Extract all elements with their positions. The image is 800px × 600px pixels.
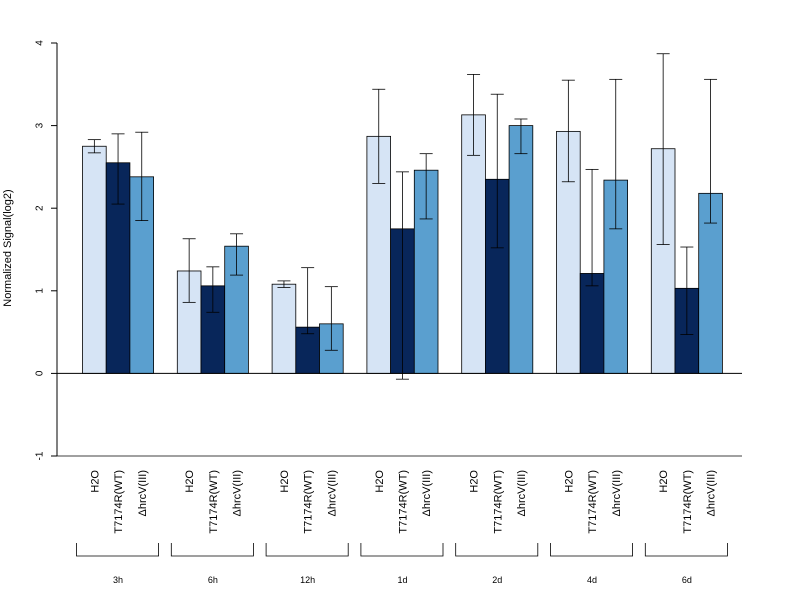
category-label: ΔhrcV(III) (326, 470, 338, 516)
bar (508, 125, 534, 374)
category-label: ΔhrcV(III) (706, 470, 718, 516)
y-tick-label: 3 (35, 122, 46, 128)
group-label: 6h (208, 575, 218, 585)
category-label: H2O (563, 470, 575, 493)
category-label: T7174R(WT) (587, 470, 599, 534)
category-label: H2O (89, 470, 101, 493)
category-label: T7174R(WT) (113, 470, 125, 534)
group-bracket (455, 543, 539, 557)
category-label: ΔhrcV(III) (137, 470, 149, 516)
group-bracket (76, 543, 159, 557)
category-label: T7174R(WT) (208, 470, 220, 534)
category-label: ΔhrcV(III) (611, 470, 623, 516)
category-label: ΔhrcV(III) (232, 470, 244, 516)
group-bracket (170, 543, 254, 557)
category-label: H2O (374, 470, 386, 493)
bars-layer (82, 114, 723, 374)
group-label: 1d (397, 575, 407, 585)
x-axis (57, 372, 742, 457)
y-axis-title: Normalized Signal(log2) (2, 189, 14, 306)
error-bars-layer (87, 53, 718, 380)
category-label: ΔhrcV(III) (421, 470, 433, 516)
category-label: T7174R(WT) (397, 470, 409, 534)
category-label: T7174R(WT) (492, 470, 504, 534)
category-label: T7174R(WT) (303, 470, 315, 534)
group-bracket (550, 543, 633, 557)
y-tick-label: 2 (35, 205, 46, 211)
y-tick-label: 0 (35, 370, 46, 376)
category-label: H2O (279, 470, 291, 493)
bar (579, 273, 605, 374)
category-label: H2O (469, 470, 481, 493)
group-brackets: 3h 6h 12h 1d 2d 4d 6d (76, 543, 728, 585)
bar (271, 283, 297, 374)
y-tick-label: -1 (35, 451, 46, 460)
bar (82, 145, 107, 374)
category-label: ΔhrcV(III) (516, 470, 528, 516)
y-axis: -1 0 1 2 3 4 (35, 40, 58, 460)
group-label: 12h (300, 575, 315, 585)
group-bracket (265, 543, 349, 557)
y-tick-label: 4 (35, 40, 46, 46)
category-labels: H2O T7174R(WT) ΔhrcV(III) H2O T7174R(WT) Δhrc… (89, 470, 717, 534)
group-bracket (360, 543, 444, 557)
group-bracket (644, 543, 728, 557)
group-label: 2d (492, 575, 502, 585)
group-label: 3h (113, 575, 123, 585)
group-label: 6d (682, 575, 692, 585)
group-label: 4d (587, 575, 597, 585)
y-tick-label: 1 (35, 288, 46, 294)
category-label: T7174R(WT) (682, 470, 694, 534)
category-label: H2O (658, 470, 670, 493)
category-label: H2O (184, 470, 196, 493)
